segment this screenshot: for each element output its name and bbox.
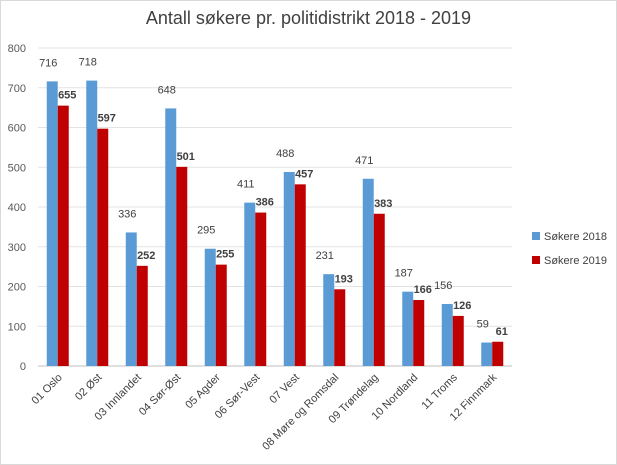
- bar-2019: [57, 105, 69, 366]
- bar-2018: [86, 80, 98, 366]
- x-tick-label: 01 Oslo: [30, 372, 65, 407]
- x-tick-label: 04 Sør-Øst: [137, 372, 184, 419]
- bar-2019: [215, 264, 227, 366]
- bar-2018: [125, 232, 137, 366]
- legend-swatch: [532, 256, 540, 264]
- data-label: 457: [295, 168, 313, 180]
- bar-2018: [402, 291, 414, 366]
- bar-2018: [165, 108, 177, 367]
- x-tick-label: 11 Troms: [420, 371, 461, 412]
- bar-2019: [452, 315, 464, 366]
- bar-2018: [362, 178, 374, 366]
- x-tick-label: 08 Møre og Romsdal: [260, 372, 341, 453]
- data-label: 61: [496, 326, 508, 338]
- y-tick-label: 100: [8, 321, 26, 333]
- bar-2018: [441, 303, 453, 366]
- x-tick-label: 02 Øst: [73, 372, 104, 403]
- x-tick-label: 07 Vest: [267, 372, 301, 406]
- data-label: 488: [276, 148, 294, 160]
- data-label: 156: [434, 280, 452, 292]
- data-label: 255: [216, 249, 234, 261]
- bar-2019: [255, 212, 267, 366]
- data-label: 383: [374, 198, 392, 210]
- data-label: 252: [137, 250, 155, 262]
- y-tick-label: 700: [8, 83, 26, 95]
- bar-2018: [481, 342, 493, 366]
- bar-2019: [136, 265, 148, 366]
- legend-label: Søkere 2019: [544, 255, 607, 267]
- bar-2018: [204, 248, 216, 366]
- data-label: 718: [79, 57, 97, 69]
- y-tick-label: 300: [8, 242, 26, 254]
- data-label: 648: [158, 84, 176, 96]
- y-tick-label: 600: [8, 123, 26, 135]
- bar-2019: [492, 341, 504, 366]
- bar-2018: [244, 202, 256, 366]
- legend-label: Søkere 2018: [544, 231, 607, 243]
- y-tick-label: 0: [20, 361, 26, 373]
- bar-2018: [283, 172, 295, 366]
- data-label: 597: [98, 113, 116, 125]
- bar-2019: [413, 300, 425, 366]
- data-label: 295: [197, 225, 215, 237]
- data-label: 166: [414, 284, 432, 296]
- y-tick-label: 200: [8, 282, 26, 294]
- data-label: 411: [237, 179, 255, 191]
- y-tick-label: 500: [8, 162, 26, 174]
- chart-title: Antall søkere pr. politidistrikt 2018 - …: [145, 8, 472, 28]
- y-tick-label: 400: [8, 202, 26, 214]
- data-label: 187: [395, 268, 413, 280]
- bar-2019: [373, 213, 385, 366]
- data-label: 126: [453, 300, 471, 312]
- data-label: 59: [477, 319, 489, 331]
- data-label: 471: [355, 155, 373, 167]
- bar-2018: [46, 81, 58, 366]
- data-label: 386: [256, 197, 274, 209]
- data-label: 655: [58, 90, 76, 102]
- data-label: 231: [316, 250, 334, 262]
- data-label: 716: [39, 57, 57, 69]
- bar-2019: [176, 166, 188, 366]
- bar-2019: [334, 289, 346, 366]
- bar-2019: [97, 128, 109, 366]
- legend-swatch: [532, 232, 540, 240]
- bar-2018: [323, 274, 335, 366]
- bar-2019: [294, 184, 306, 366]
- data-label: 336: [118, 208, 136, 220]
- data-label: 193: [335, 273, 353, 285]
- x-tick-label: 05 Agder: [183, 371, 223, 411]
- data-label: 501: [177, 151, 195, 163]
- y-tick-label: 800: [8, 43, 26, 55]
